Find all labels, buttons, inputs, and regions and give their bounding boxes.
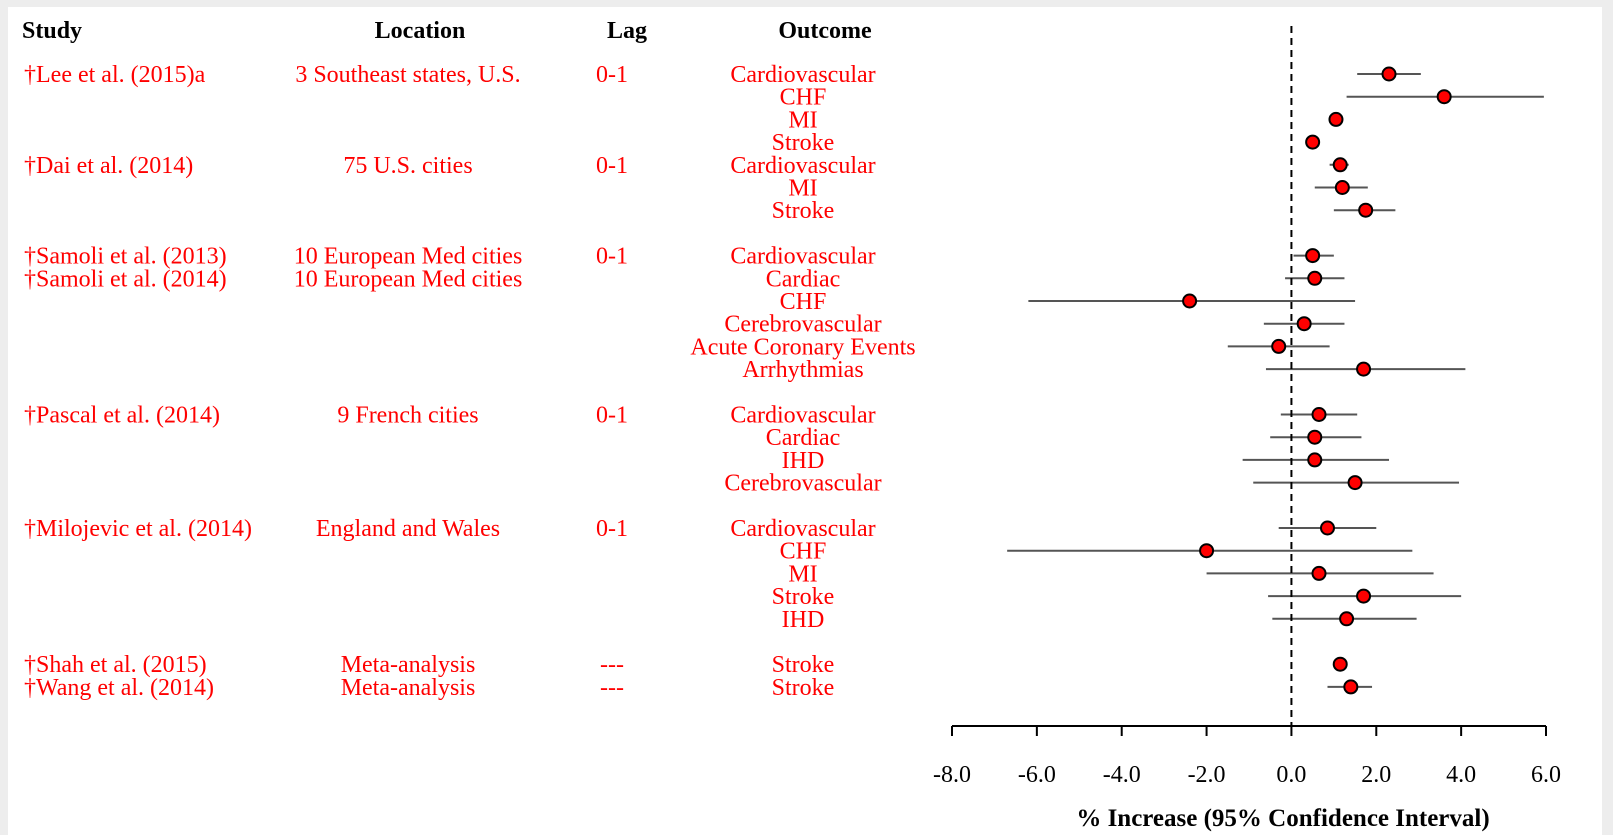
outcome-label: CHF	[780, 85, 827, 111]
outcome-label: Stroke	[772, 130, 835, 156]
point-estimate	[1296, 316, 1312, 332]
point-estimate	[1339, 611, 1355, 627]
point-estimate	[1199, 543, 1215, 559]
study-location: Meta-analysis	[341, 652, 476, 678]
x-tick-label: 2.0	[1361, 762, 1391, 788]
x-tick-label: -4.0	[1103, 762, 1141, 788]
study-name: †Pascal et al. (2014)	[24, 403, 220, 429]
outcome-label: Cardiac	[766, 266, 841, 292]
top-edge	[0, 0, 1613, 7]
point-estimate	[1332, 656, 1348, 672]
point-estimate	[1347, 475, 1363, 491]
study-name: †Dai et al. (2014)	[24, 153, 193, 179]
study-lag: ---	[600, 652, 624, 678]
header-outcome: Outcome	[778, 18, 872, 44]
outcome-label: MI	[788, 176, 817, 202]
study-lag: 0-1	[596, 62, 628, 88]
study-location: 10 European Med cities	[294, 266, 523, 292]
point-estimate	[1307, 452, 1323, 468]
point-estimates	[1182, 66, 1452, 695]
outcome-label: IHD	[782, 448, 825, 474]
study-name: †Milojevic et al. (2014)	[24, 516, 252, 542]
x-tick-label: -8.0	[933, 762, 971, 788]
point-estimate	[1381, 66, 1397, 82]
study-location: 10 European Med cities	[294, 244, 523, 270]
point-estimate	[1343, 679, 1359, 695]
study-location: 9 French cities	[337, 403, 478, 429]
point-estimate	[1311, 407, 1327, 422]
point-estimate	[1334, 180, 1350, 195]
study-name: †Wang et al. (2014)	[24, 675, 214, 701]
point-estimate	[1356, 361, 1372, 377]
point-estimate	[1311, 565, 1327, 581]
outcome-label: CHF	[780, 289, 827, 315]
point-estimate	[1182, 293, 1198, 309]
outcome-label: MI	[788, 107, 817, 133]
study-lag: 0-1	[596, 403, 628, 429]
study-lag: 0-1	[596, 153, 628, 179]
header-study: Study	[22, 18, 82, 44]
study-lag: ---	[600, 675, 624, 701]
outcome-label: Arrhythmias	[742, 357, 863, 383]
outcome-label: Cardiovascular	[730, 62, 875, 88]
outcome-label: Cerebrovascular	[724, 312, 881, 338]
point-estimate	[1358, 202, 1374, 218]
study-name: †Samoli et al. (2013)	[24, 244, 227, 270]
point-estimate	[1319, 520, 1335, 536]
point-estimate	[1332, 157, 1348, 173]
study-lag: 0-1	[596, 244, 628, 270]
study-location: 75 U.S. cities	[343, 153, 472, 179]
outcome-label: Cardiovascular	[730, 153, 875, 179]
outcome-label: Stroke	[772, 675, 835, 701]
outcome-label: Cerebrovascular	[724, 471, 881, 497]
point-estimate	[1436, 89, 1452, 105]
x-tick-label: -2.0	[1188, 762, 1226, 788]
outcome-label: Stroke	[772, 584, 835, 610]
x-tick-label: 4.0	[1446, 762, 1476, 788]
x-tick-label: 6.0	[1531, 762, 1561, 788]
point-estimate	[1305, 134, 1321, 150]
x-axis: -8.0 -6.0 -4.0 -2.0 0.0 2.0 4.0 6.0	[933, 725, 1561, 788]
point-estimate	[1307, 429, 1323, 445]
x-tick-label: 0.0	[1276, 762, 1306, 788]
outcome-label: CHF	[780, 539, 827, 565]
outcome-label: MI	[788, 561, 817, 587]
outcome-label: Cardiovascular	[730, 403, 875, 429]
right-edge	[1602, 0, 1613, 835]
study-name: †Shah et al. (2015)	[24, 652, 207, 678]
header-lag: Lag	[607, 18, 647, 44]
point-estimate	[1271, 338, 1287, 354]
table-rows: †Lee et al. (2015)a 3 Southeast states, U…	[24, 62, 916, 701]
outcome-label: IHD	[782, 607, 825, 633]
point-estimate	[1356, 588, 1372, 604]
point-estimate	[1328, 111, 1344, 127]
study-location: Meta-analysis	[341, 675, 476, 701]
x-tick-label: -6.0	[1018, 762, 1056, 788]
header-location: Location	[375, 18, 466, 44]
outcome-label: Stroke	[772, 198, 835, 224]
point-estimate	[1305, 248, 1321, 264]
study-location: 3 Southeast states, U.S.	[295, 62, 520, 88]
outcome-label: Cardiac	[766, 425, 841, 451]
study-location: England and Wales	[316, 516, 500, 542]
left-edge	[0, 0, 8, 835]
outcome-label: Cardiovascular	[730, 244, 875, 270]
study-name: †Samoli et al. (2014)	[24, 266, 227, 292]
study-name: †Lee et al. (2015)a	[24, 62, 206, 88]
point-estimate	[1307, 270, 1323, 286]
outcome-label: Cardiovascular	[730, 516, 875, 542]
study-lag: 0-1	[596, 516, 628, 542]
outcome-label: Acute Coronary Events	[690, 334, 915, 360]
ci-lines	[1007, 73, 1544, 688]
x-axis-title: % Increase (95% Confidence Interval)	[1076, 805, 1489, 832]
outcome-label: Stroke	[772, 652, 835, 678]
